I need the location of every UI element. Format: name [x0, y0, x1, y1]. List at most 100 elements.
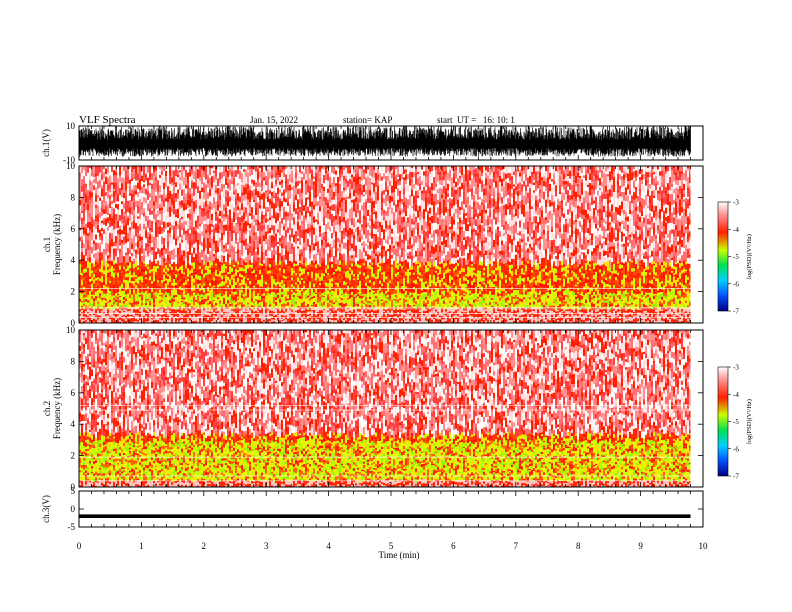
ch1-spectrogram-cell — [105, 184, 107, 192]
ch1-spectrogram-cell — [105, 299, 107, 301]
ch1-spectrogram-cell — [109, 281, 111, 283]
ch1-spectrogram-cell — [137, 318, 139, 320]
ch1-spectrogram-cell — [135, 282, 137, 285]
ch1-spectrogram-cell — [91, 224, 93, 229]
ch1-spectrogram-cell — [145, 198, 147, 203]
ch1-spectrogram-cell — [103, 202, 105, 209]
ch1-spectrogram-cell — [91, 233, 93, 241]
ch1-spectrogram-cell — [121, 266, 123, 268]
ch1-spectrogram-cell — [91, 296, 93, 299]
ch1-spectrogram-cell — [85, 210, 87, 212]
ch1-spectrogram-cell — [89, 168, 91, 172]
ch1-spectrogram-cell — [105, 196, 107, 201]
ch1-spectrogram-cell — [89, 254, 91, 257]
ch1-spectrogram-cell — [87, 179, 89, 186]
ch1-spectrogram-cell — [113, 270, 115, 272]
ch1-spectrogram-cell — [89, 277, 91, 280]
ch1-spectrogram-cell — [143, 296, 145, 299]
ch1-spectrogram-cell — [117, 194, 119, 201]
ch1-spectrogram-cell — [101, 212, 103, 216]
ch1-spectrogram-cell — [107, 320, 109, 322]
ch1-spectrogram-cell — [91, 281, 93, 284]
ch1-spectrogram-cell — [95, 320, 97, 323]
ch1-waveform-trace — [79, 126, 691, 157]
ch1-spectrogram-cell — [87, 216, 89, 222]
ch1-spectrogram-cell — [95, 267, 97, 269]
ch1-spectrogram-cell — [91, 240, 93, 247]
ch1-spectrogram-cell — [101, 196, 103, 200]
ch1-spectrogram-cell — [101, 301, 103, 303]
ch1-spectrogram-cell — [131, 303, 133, 305]
ch1-spectrogram-cell — [105, 267, 107, 270]
ch1-spectrogram-cell — [127, 273, 129, 277]
ch1-spectrogram-cell — [139, 289, 141, 293]
ch1-spectrogram-cell — [105, 282, 107, 285]
ch1-spectrogram-cell — [85, 218, 87, 224]
ch1-spectrogram-cell — [101, 186, 103, 189]
ch1-spectrogram-cell — [133, 210, 135, 215]
ch1-spectrogram-cell — [109, 247, 111, 254]
ch1-spectrogram-cell — [121, 299, 123, 300]
ch1-spectrogram-cell — [93, 280, 95, 284]
ch1-spectrogram-cell — [107, 281, 109, 285]
ch1-spectrogram-cell — [95, 275, 97, 278]
ch1-spectrogram-cell — [143, 276, 145, 280]
ch1-spectrogram-cell — [125, 274, 127, 277]
ch1-spectrogram-cell — [139, 221, 141, 223]
ch1-spectrogram-cell — [95, 301, 97, 303]
ch1-spectrogram-cell — [137, 240, 139, 247]
ch1-spectrogram-cell — [137, 192, 139, 197]
ch1-spectrogram-cell — [93, 278, 95, 280]
ch1-spectrogram-cell — [143, 174, 145, 177]
ch1-spectrogram-cell — [89, 237, 91, 241]
ch1-spectrogram-cell — [103, 172, 105, 178]
ch1-spectrogram-cell — [135, 243, 137, 247]
ch1-spectrogram-cell — [131, 185, 133, 189]
ch1-spectrogram-cell — [83, 166, 85, 170]
ch1-spectrogram-cell — [121, 169, 123, 174]
ch1-spectrogram-cell — [131, 315, 133, 317]
ch1-spectrogram-cell — [109, 289, 111, 291]
ch1-spectrogram-cell — [89, 213, 91, 219]
ch1-spectrogram-cell — [125, 214, 127, 216]
ch1-spectrogram-cell — [113, 275, 115, 278]
ch1-spectrogram-cell — [115, 290, 117, 293]
ch1-spectrogram-cell — [83, 227, 85, 234]
ch1-spectrogram-cell — [91, 259, 93, 264]
ch1-spectrogram-cell — [145, 287, 147, 291]
ch1-spectrogram-cell — [105, 304, 107, 307]
ch1-spectrogram-cell — [145, 305, 147, 307]
ch1-spectrogram-cell — [85, 203, 87, 211]
ch1-spectrogram-cell — [91, 318, 93, 319]
ch1-spectrogram-cell — [143, 180, 145, 182]
ch1-spectrogram-cell — [109, 295, 111, 298]
ch1-spectrogram-cell — [107, 212, 109, 215]
ch1-spectrogram-cell — [121, 305, 123, 306]
ch1-spectrogram-cell — [121, 201, 123, 204]
ch1-spectrogram-cell — [81, 310, 83, 312]
ch1-spectrogram-cell — [93, 258, 95, 264]
ch1-spectrogram-cell — [135, 297, 137, 299]
ch1-spectrogram-cell — [117, 292, 119, 293]
ch1-spectrogram-cell — [119, 188, 121, 195]
ch1-spectrogram-cell — [129, 227, 131, 230]
ch1-spectrogram-cell — [131, 181, 133, 185]
ch1-spectrogram-cell — [117, 314, 119, 315]
ch1-spectrogram-cell — [131, 300, 133, 303]
ch1-spectrogram-cell — [93, 241, 95, 245]
ch1-spectrogram-cell — [111, 218, 113, 221]
ch1-spectrogram-cell — [141, 254, 143, 256]
ch1-spectrogram-cell — [95, 184, 97, 188]
ch1-spectrogram-cell — [133, 315, 135, 317]
ch1-spectrogram-cell — [113, 197, 115, 203]
ch1-spectrogram-cell — [99, 207, 101, 212]
ch1-spectrogram-cell — [107, 310, 109, 312]
ch1-spectrogram-cell — [121, 298, 123, 300]
ch1-spectrogram-cell — [99, 262, 101, 264]
ch1-spectrogram-cell — [85, 267, 87, 269]
ch1-spectrogram-cell — [89, 219, 91, 222]
ch1-spectrogram-cell — [143, 256, 145, 261]
ch1-spectrogram-cell — [103, 209, 105, 214]
ch1-spectrogram-cell — [131, 253, 133, 256]
ch1-spectrogram-cell — [83, 283, 85, 287]
